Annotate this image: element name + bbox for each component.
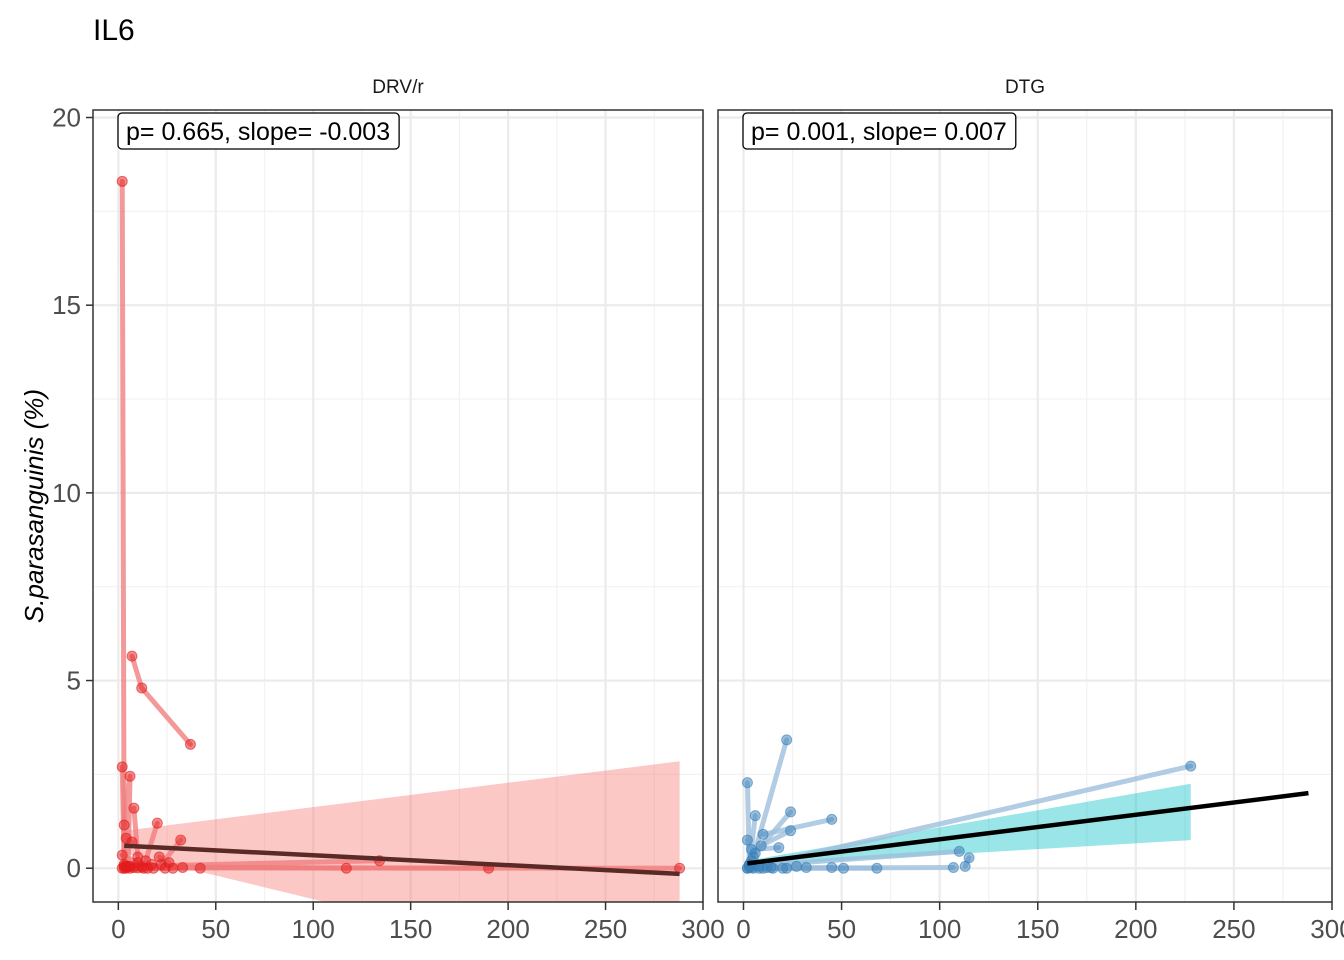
y-axis-title: S.parasanguinis (%)	[19, 389, 49, 623]
data-point	[126, 650, 138, 662]
panel-2: DTG p= 0.001, slope= 0.007 0 50 100 150 200 250…	[717, 77, 1344, 944]
annotation-text: p= 0.665, slope= -0.003	[126, 118, 390, 146]
data-point	[741, 834, 753, 846]
data-point	[749, 810, 761, 822]
panel-border	[717, 109, 1333, 903]
data-point	[953, 845, 965, 857]
x-tick-label: 150	[389, 914, 432, 944]
trajectory-line	[760, 816, 835, 837]
data-point	[781, 734, 793, 746]
confidence-ribbon	[747, 783, 1191, 867]
data-point	[781, 862, 793, 874]
data-point	[184, 738, 196, 750]
data-point	[959, 860, 971, 872]
data-point	[128, 802, 140, 814]
data-point	[136, 682, 148, 694]
y-tick-label: 0	[67, 853, 81, 883]
trajectory-line	[143, 820, 160, 864]
data-point	[159, 862, 171, 874]
annotation-box	[117, 112, 400, 150]
data-point	[1185, 760, 1197, 772]
data-point	[757, 828, 769, 840]
x-tick-label: 50	[827, 914, 856, 944]
data-point	[124, 862, 136, 874]
x-tick-label: 250	[1212, 914, 1255, 944]
data-point	[175, 834, 187, 846]
data-point	[785, 825, 797, 837]
x-tick-label: 300	[681, 914, 724, 944]
data-point	[124, 770, 136, 782]
x-tick-label: 50	[201, 914, 230, 944]
chart-title: IL6	[93, 14, 135, 47]
data-point	[153, 851, 165, 863]
trajectory-line	[744, 763, 1194, 871]
x-tick-label: 150	[1016, 914, 1059, 944]
trajectory-line	[758, 828, 794, 849]
data-point	[340, 862, 352, 874]
annotation-text: p= 0.001, slope= 0.007	[751, 118, 1007, 146]
x-tick-label: 200	[486, 914, 529, 944]
data-point	[800, 861, 812, 873]
data-point	[838, 862, 850, 874]
panel-background	[718, 110, 1332, 902]
facet-strip-label: DTG	[1005, 77, 1045, 98]
y-tick-label: 10	[52, 478, 81, 508]
data-point	[826, 861, 838, 873]
data-point	[790, 860, 802, 872]
data-point	[773, 842, 785, 854]
x-tick-label: 0	[111, 914, 125, 944]
data-point	[116, 175, 128, 187]
x-tick-label: 100	[918, 914, 961, 944]
trajectory-line	[119, 178, 127, 867]
data-point	[947, 861, 959, 873]
x-tick-label: 250	[584, 914, 627, 944]
x-tick-label: 0	[736, 914, 750, 944]
x-tick-label: 300	[1310, 914, 1344, 944]
x-tick-label: 200	[1114, 914, 1157, 944]
y-tick-label: 20	[52, 103, 81, 133]
panel-plot-area	[116, 175, 686, 902]
data-point	[745, 843, 757, 855]
data-point	[826, 813, 838, 825]
facet-strip-label: DRV/r	[372, 77, 424, 98]
data-point	[177, 861, 189, 873]
data-point	[755, 840, 767, 852]
panel-plot-area	[741, 734, 1309, 874]
x-tick-label: 100	[292, 914, 335, 944]
data-point	[741, 777, 753, 789]
data-point	[151, 817, 163, 829]
data-point	[116, 761, 128, 773]
data-point	[147, 862, 159, 874]
annotation-box	[742, 112, 1017, 150]
data-point	[871, 862, 883, 874]
regression-line	[124, 843, 680, 877]
data-point	[138, 862, 150, 874]
y-tick-label: 5	[67, 666, 81, 696]
trajectory-line	[131, 805, 141, 860]
data-point	[118, 819, 130, 831]
data-point	[194, 862, 206, 874]
y-tick-label: 15	[52, 290, 81, 320]
data-point	[785, 806, 797, 818]
data-point	[116, 849, 128, 861]
regression-line	[747, 790, 1309, 866]
panel-border	[92, 109, 704, 903]
panel-background	[93, 110, 703, 902]
